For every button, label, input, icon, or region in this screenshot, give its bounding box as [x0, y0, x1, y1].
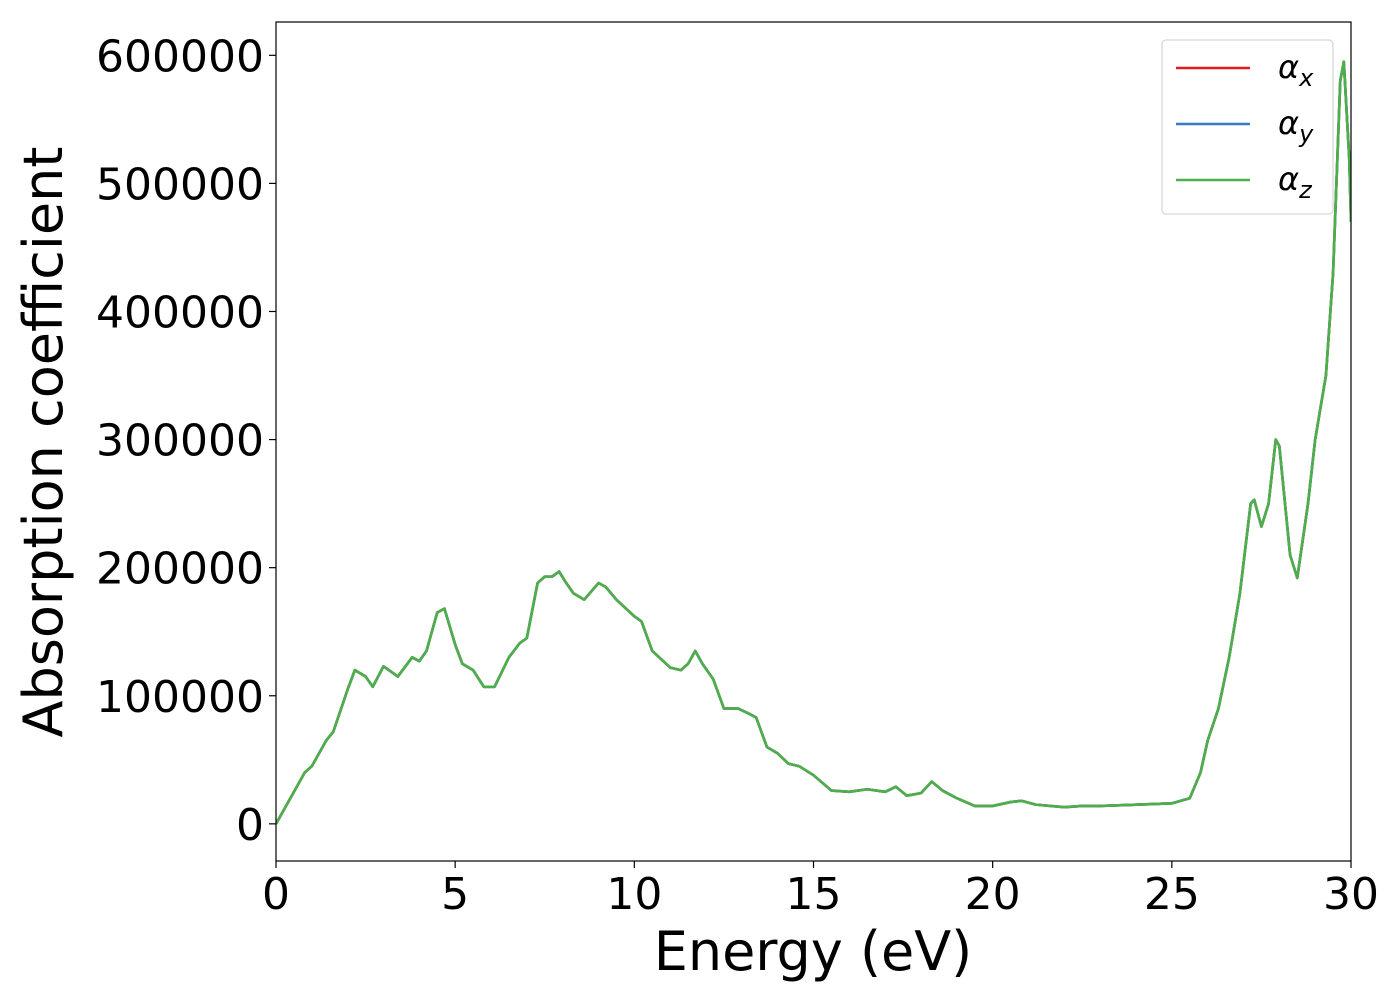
legend: αx αy αz — [1161, 39, 1334, 215]
legend-label: αz — [1278, 160, 1313, 204]
x-tick-label: 5 — [441, 869, 469, 920]
x-tick-label: 25 — [1144, 869, 1200, 920]
x-tick-label: 15 — [786, 869, 842, 920]
y-axis-label: Absorption coefficient — [12, 147, 75, 738]
legend-box — [1161, 39, 1334, 215]
y-tick-label: 0 — [236, 800, 264, 851]
x-tick-label: 0 — [262, 869, 290, 920]
y-tick-label: 400000 — [96, 287, 264, 338]
legend-label: αy — [1278, 104, 1314, 148]
y-tick-label: 100000 — [96, 672, 264, 723]
x-tick-label: 30 — [1323, 869, 1379, 920]
plot-lines — [276, 60, 1351, 825]
x-tick-label: 20 — [965, 869, 1021, 920]
y-tick-label: 300000 — [96, 416, 264, 467]
plot-frame — [275, 21, 1352, 862]
x-tick-label: 10 — [606, 869, 662, 920]
y-tick-label: 600000 — [96, 31, 264, 82]
legend-label: αx — [1278, 48, 1314, 92]
y-tick-label: 200000 — [96, 544, 264, 595]
series-line — [276, 60, 1351, 825]
y-tick-label: 500000 — [96, 159, 264, 210]
x-axis-label: Energy (eV) — [654, 920, 973, 983]
